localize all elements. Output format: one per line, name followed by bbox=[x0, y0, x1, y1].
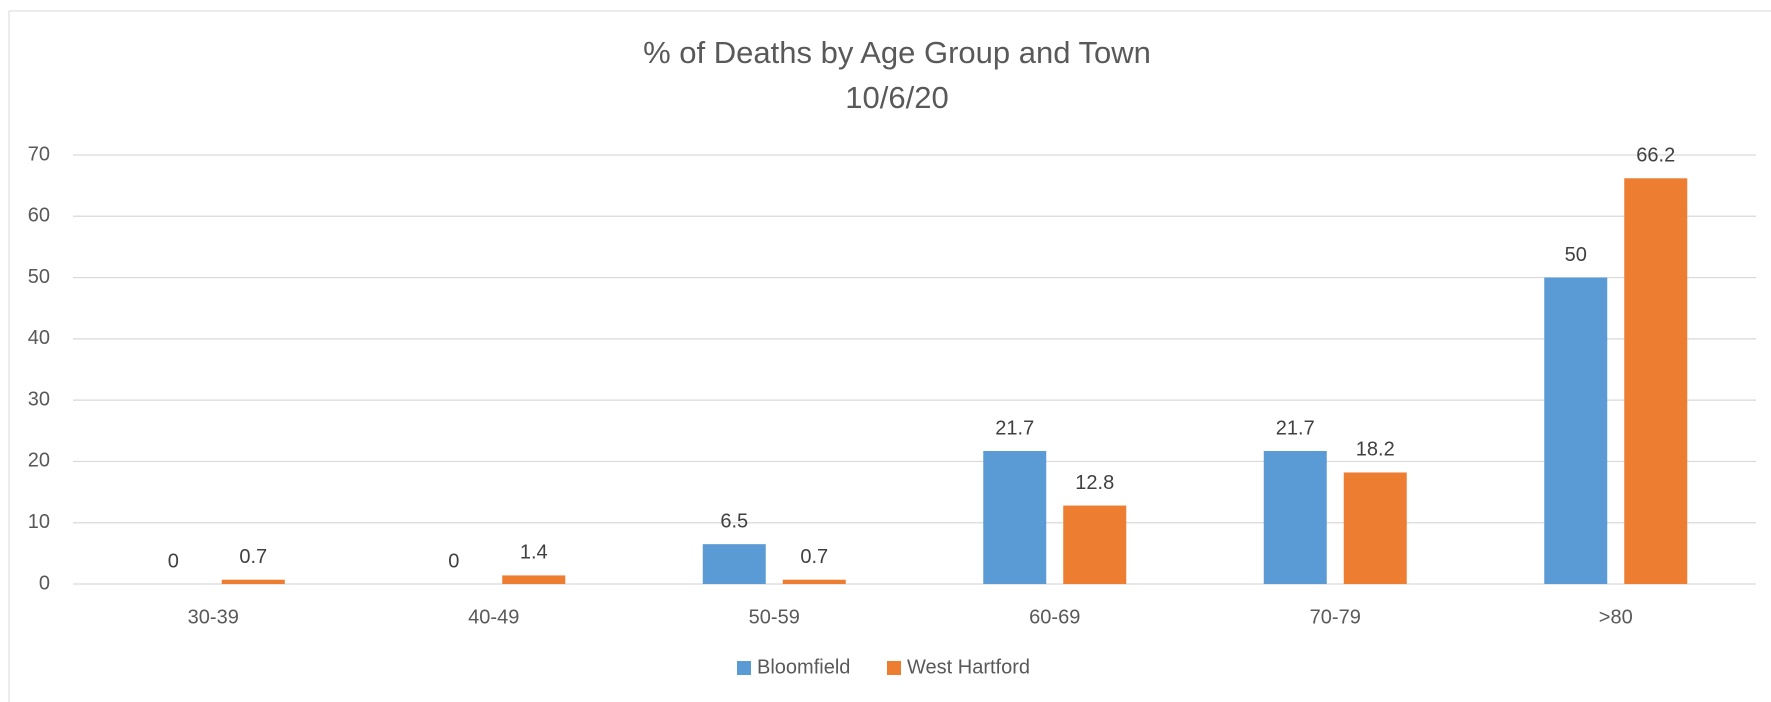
data-label: 50 bbox=[1565, 244, 1587, 266]
x-tick-label: 60-69 bbox=[1029, 606, 1080, 628]
x-tick-label: 40-49 bbox=[468, 606, 519, 628]
legend-swatch bbox=[887, 661, 901, 675]
bar bbox=[1343, 472, 1407, 584]
y-tick-label: 10 bbox=[28, 511, 50, 533]
y-tick-label: 60 bbox=[28, 205, 50, 227]
y-tick-label: 40 bbox=[28, 327, 50, 349]
data-label: 0 bbox=[168, 550, 179, 572]
bar bbox=[983, 451, 1047, 584]
y-tick-label: 50 bbox=[28, 266, 50, 288]
bar bbox=[1263, 451, 1327, 584]
data-label: 18.2 bbox=[1356, 439, 1395, 461]
data-label: 1.4 bbox=[520, 542, 548, 564]
chart-title: % of Deaths by Age Group and Town bbox=[643, 35, 1151, 70]
y-tick-label: 30 bbox=[28, 388, 50, 410]
bar bbox=[782, 579, 846, 584]
data-label: 6.5 bbox=[720, 510, 748, 532]
bar bbox=[221, 579, 285, 584]
bar bbox=[702, 544, 766, 584]
bar bbox=[1624, 178, 1688, 584]
x-tick-label: 70-79 bbox=[1310, 606, 1361, 628]
x-tick-label: 30-39 bbox=[188, 606, 239, 628]
bar bbox=[502, 575, 566, 584]
x-tick-label: >80 bbox=[1599, 606, 1633, 628]
data-label: 21.7 bbox=[995, 417, 1034, 439]
chart-frame bbox=[8, 10, 1771, 702]
data-label: 66.2 bbox=[1636, 145, 1675, 167]
chart-subtitle: 10/6/20 bbox=[845, 80, 948, 115]
bar bbox=[1063, 505, 1127, 584]
data-label: 12.8 bbox=[1075, 472, 1114, 494]
legend-label: West Hartford bbox=[907, 656, 1030, 678]
x-tick-label: 50-59 bbox=[749, 606, 800, 628]
data-label: 0.7 bbox=[800, 546, 828, 568]
data-label: 21.7 bbox=[1276, 417, 1315, 439]
data-label: 0 bbox=[448, 550, 459, 572]
y-tick-label: 0 bbox=[39, 572, 50, 594]
y-tick-label: 70 bbox=[28, 143, 50, 165]
legend-swatch bbox=[737, 661, 751, 675]
y-tick-label: 20 bbox=[28, 450, 50, 472]
legend-label: Bloomfield bbox=[757, 656, 850, 678]
data-label: 0.7 bbox=[239, 546, 267, 568]
bar bbox=[1544, 277, 1608, 584]
